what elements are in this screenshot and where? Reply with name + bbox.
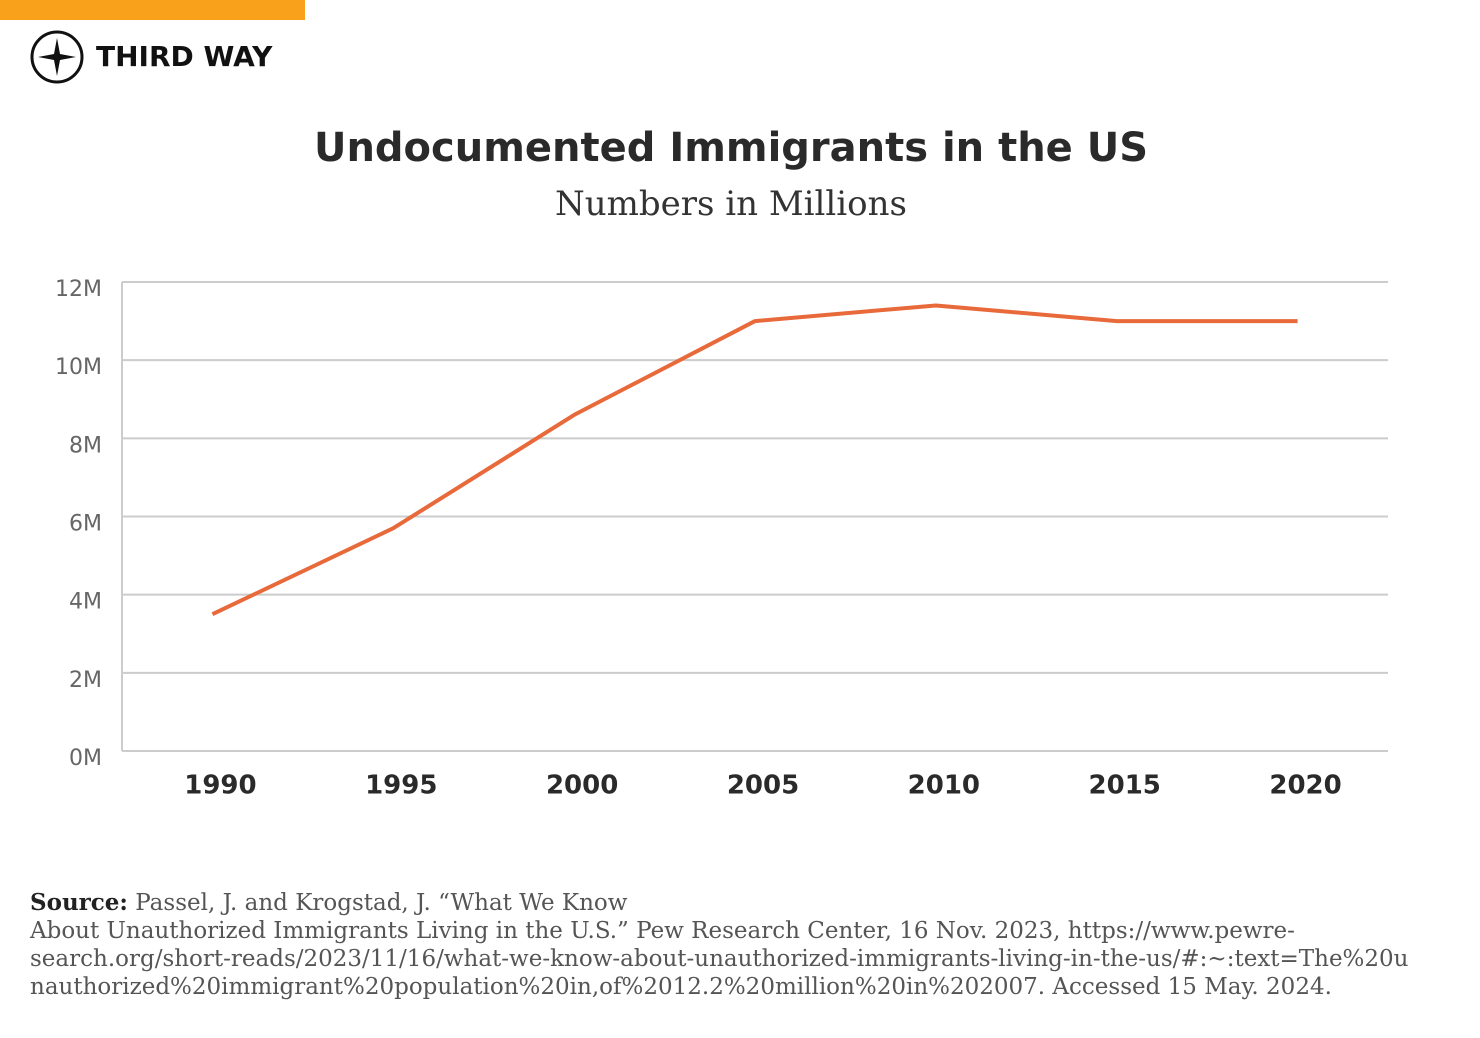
source-label: Source: bbox=[30, 889, 128, 916]
x-tick-label: 2005 bbox=[727, 771, 799, 801]
y-tick-label: 10M bbox=[55, 355, 102, 380]
y-tick-label: 6M bbox=[69, 512, 102, 537]
y-tick-label: 12M bbox=[55, 277, 102, 302]
brand: THIRD WAY bbox=[96, 40, 273, 73]
x-tick-label: 1990 bbox=[184, 771, 256, 801]
x-tick-label: 2000 bbox=[546, 771, 618, 801]
source-line: Passel, J. and Krogstad, J. “What We Kno… bbox=[135, 890, 628, 916]
brand-bar bbox=[0, 0, 305, 20]
y-tick-label: 4M bbox=[69, 590, 102, 615]
logo-icon bbox=[30, 30, 84, 84]
y-tick-label: 2M bbox=[69, 668, 102, 693]
chart-title: Undocumented Immigrants in the US bbox=[314, 125, 1148, 171]
y-tick-label: 8M bbox=[69, 433, 102, 458]
x-tick-label: 1995 bbox=[365, 771, 437, 801]
x-tick-label: 2015 bbox=[1089, 771, 1161, 801]
y-tick-label: 0M bbox=[69, 746, 102, 771]
source-line: About Unauthorized Immigrants Living in … bbox=[29, 918, 1295, 944]
source-line: search.org/short-reads/2023/11/16/what-w… bbox=[30, 946, 1409, 972]
chart-subtitle: Numbers in Millions bbox=[555, 184, 907, 224]
source-line: nauthorized%20immigrant%20population%20i… bbox=[30, 974, 1332, 1000]
x-tick-label: 2020 bbox=[1269, 771, 1341, 801]
x-tick-label: 2010 bbox=[908, 771, 980, 801]
data-line bbox=[211, 303, 1298, 617]
source: Source: Passel, J. and Krogstad, J. “Wha… bbox=[29, 889, 1409, 1000]
